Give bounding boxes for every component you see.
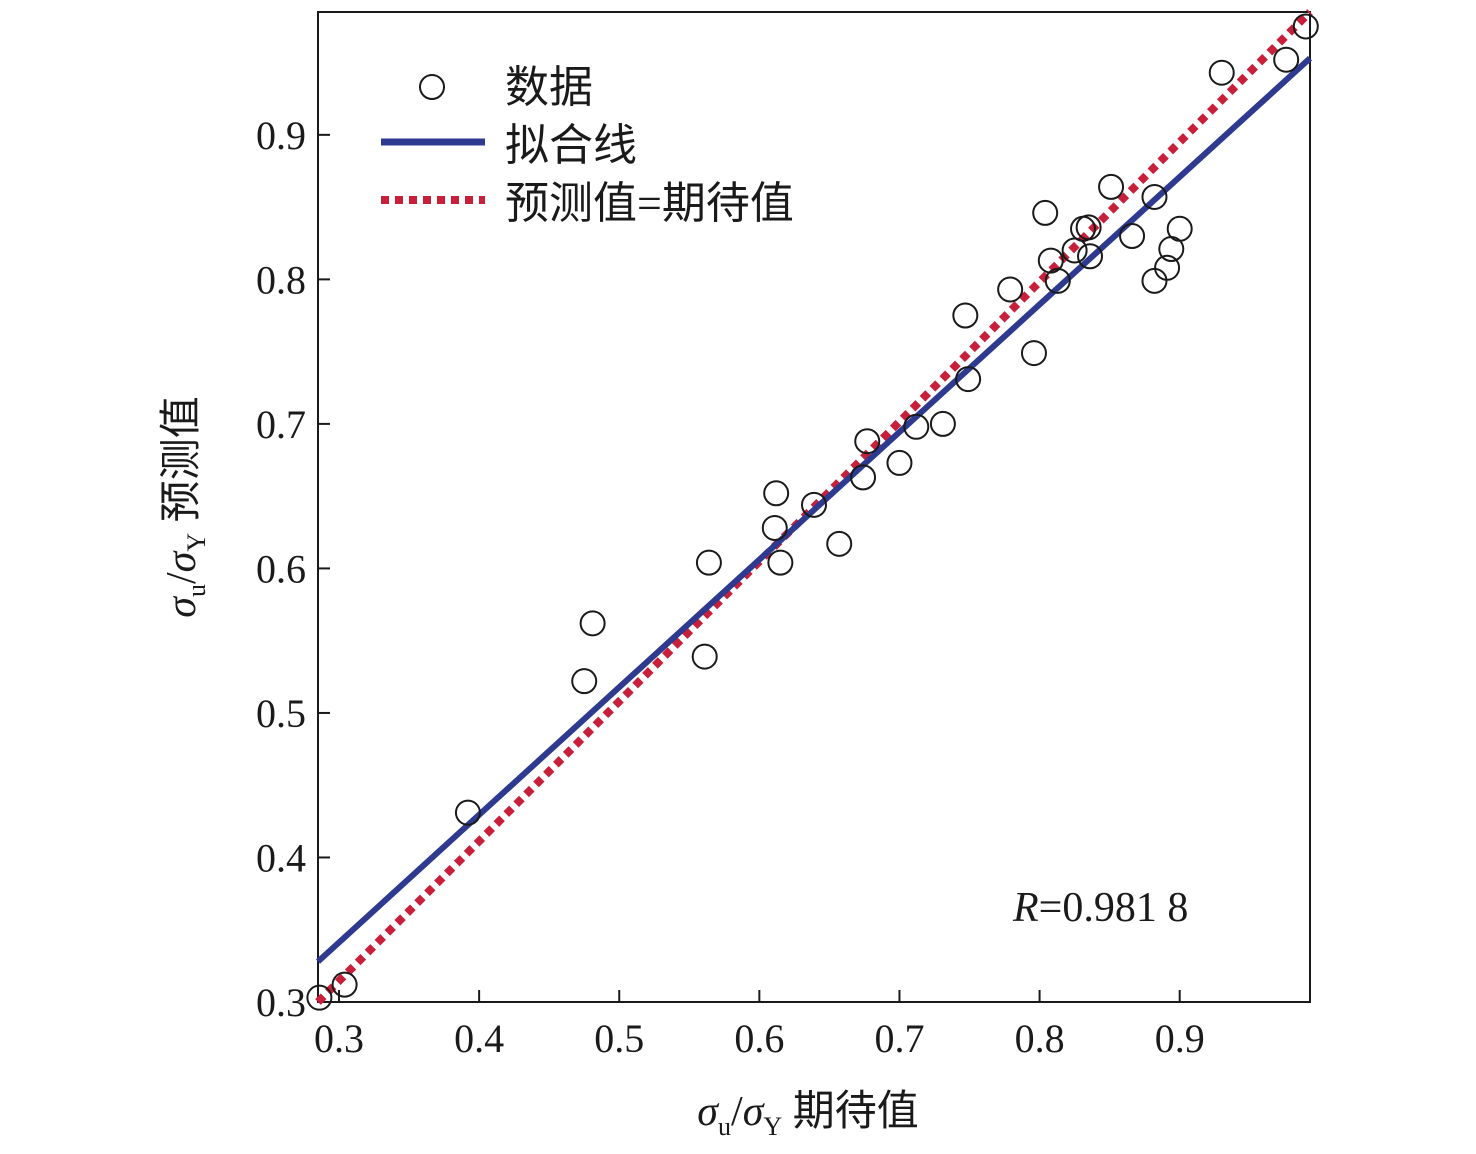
legend-label-data: 数据 [505, 63, 593, 112]
data-point [903, 413, 930, 440]
data-point [997, 276, 1024, 303]
y-axis-title: σu/σY 预测值 [159, 396, 211, 617]
x-tick-label: 0.5 [594, 1016, 644, 1061]
data-point [929, 410, 956, 437]
data-point [1166, 215, 1193, 242]
data-point [763, 480, 790, 507]
data-point [955, 366, 982, 393]
data-point [952, 302, 979, 329]
data-point [1119, 223, 1146, 250]
x-tick-label: 0.9 [1155, 1016, 1205, 1061]
data-point [1208, 59, 1235, 86]
data-point [695, 549, 722, 576]
data-point [1077, 243, 1104, 270]
r-symbol: R [1012, 885, 1039, 931]
y-tick-label: 0.9 [256, 113, 306, 158]
data-point [1020, 340, 1047, 367]
data-point [854, 428, 881, 455]
data-point [1154, 254, 1181, 281]
x-tick-label: 0.6 [734, 1016, 784, 1061]
y-tick-label: 0.3 [256, 980, 306, 1025]
data-point [454, 799, 481, 826]
data-point [331, 971, 358, 998]
y-tick-label: 0.4 [256, 835, 306, 880]
data-point [826, 530, 853, 557]
legend-label-identity: 预测值=期待值 [505, 179, 794, 228]
data-point [1044, 267, 1071, 294]
data-points [306, 13, 1319, 1011]
data-point [761, 514, 788, 541]
data-point [579, 610, 606, 637]
r-value-annotation: R=0.981 8 [1012, 885, 1188, 931]
y-tick-label: 0.6 [256, 546, 306, 591]
data-point [1292, 13, 1319, 40]
y-tick-label: 0.5 [256, 691, 306, 736]
legend-marker-data [419, 74, 445, 100]
fit-line [315, 56, 1313, 964]
data-point [571, 668, 598, 695]
data-point [691, 643, 718, 670]
data-point [850, 464, 877, 491]
y-tick-label: 0.7 [256, 402, 306, 447]
data-point [886, 449, 913, 476]
legend: 数据 拟合线 预测值=期待值 [381, 63, 794, 228]
legend-label-fit: 拟合线 [505, 121, 637, 170]
data-point [1141, 183, 1168, 210]
x-tick-label: 0.8 [1015, 1016, 1065, 1061]
y-tick-label: 0.8 [256, 257, 306, 302]
x-tick-label: 0.4 [454, 1016, 504, 1061]
data-point [1098, 173, 1125, 200]
data-point [306, 984, 333, 1011]
x-axis-title: σu/σY 期待值 [697, 1089, 918, 1141]
r-value: =0.981 8 [1039, 885, 1189, 931]
data-point [767, 549, 794, 576]
x-tick-label: 0.7 [874, 1016, 924, 1061]
data-point [1032, 199, 1059, 226]
x-axis-ticks: 0.3 0.4 0.5 0.6 0.7 0.8 0.9 [314, 990, 1205, 1061]
data-point [1273, 46, 1300, 73]
data-point [801, 491, 827, 518]
x-tick-label: 0.3 [314, 1016, 364, 1061]
data-point [1075, 214, 1102, 241]
data-point [1037, 247, 1064, 274]
y-axis-ticks: 0.3 0.4 0.5 0.6 0.7 0.8 0.9 [256, 113, 330, 1025]
